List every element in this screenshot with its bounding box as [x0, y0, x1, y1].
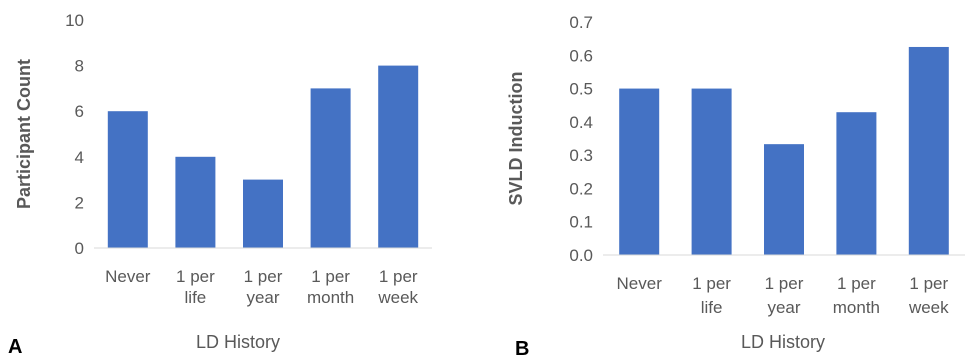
- x-tick-label: 1 per month: [307, 267, 354, 307]
- x-tick-label: Never: [617, 274, 663, 293]
- y-tick-label: 0.0: [569, 246, 593, 265]
- y-tick-label: 0.6: [569, 46, 593, 65]
- bar: [175, 156, 216, 248]
- x-tick-label: 1 per life: [692, 274, 731, 317]
- bar: [764, 144, 804, 255]
- y-tick-label: 0.1: [569, 213, 593, 232]
- chart-b: 0.0 0.1 0.2 0.3 0.4 0.5 0.6 0.7 Never 1 per life 1 …: [506, 13, 965, 358]
- y-axis-title: SVLD Induction: [506, 72, 526, 206]
- x-tick-label: 1 per week: [908, 274, 949, 317]
- x-tick-label: 1 per year: [244, 267, 283, 307]
- x-axis-title: LD History: [196, 332, 280, 352]
- bar: [107, 111, 148, 248]
- y-tick-label: 0: [75, 239, 84, 258]
- y-tick-label: 10: [65, 11, 84, 30]
- bar: [691, 88, 732, 255]
- x-axis-title: LD History: [741, 332, 825, 352]
- bar: [243, 179, 283, 248]
- y-tick-label: 0.5: [569, 80, 593, 99]
- y-tick-label: 0.3: [569, 146, 593, 165]
- y-tick-label: 0.2: [569, 179, 593, 198]
- x-tick-label: Never: [105, 267, 151, 286]
- y-tick-label: 0.4: [569, 113, 593, 132]
- x-tick-label: 1 per week: [377, 267, 418, 307]
- bar: [378, 65, 419, 248]
- bar: [908, 46, 949, 255]
- chart-a: 0 2 4 6 8 10 Never 1 per life 1 per year 1 per month…: [8, 11, 432, 358]
- x-tick-label: 1 per month: [833, 274, 880, 317]
- x-tick-label: 1 per life: [176, 267, 215, 307]
- panel-letter: B: [515, 338, 529, 358]
- y-axis-title: Participant Count: [14, 59, 34, 209]
- y-tick-label: 8: [75, 57, 84, 76]
- x-tick-label: 1 per year: [765, 274, 804, 317]
- bar: [836, 112, 877, 255]
- y-tick-label: 2: [75, 193, 84, 212]
- y-tick-label: 0.7: [569, 13, 593, 32]
- panel-letter: A: [8, 336, 22, 358]
- y-tick-label: 6: [75, 102, 84, 121]
- y-tick-label: 4: [75, 148, 84, 167]
- bar: [310, 88, 351, 249]
- bar: [619, 88, 660, 255]
